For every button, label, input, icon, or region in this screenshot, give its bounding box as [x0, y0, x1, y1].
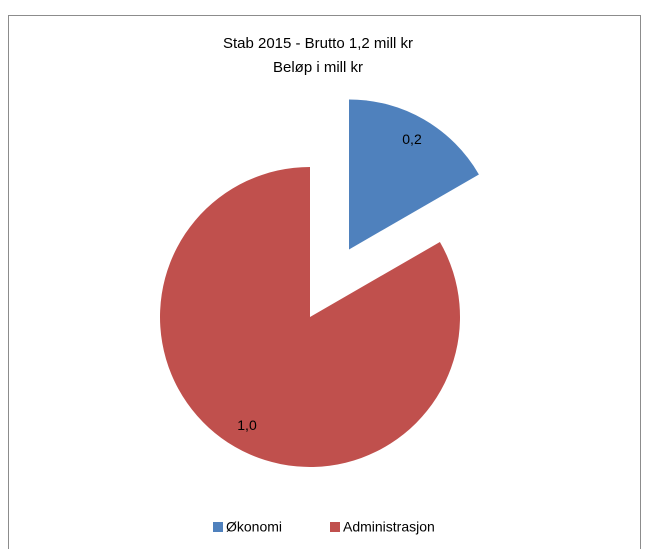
data-label: 0,2: [402, 131, 422, 147]
legend-label: Administrasjon: [343, 519, 435, 535]
legend-swatch: [330, 522, 340, 532]
legend-swatch: [213, 522, 223, 532]
data-label: 1,0: [237, 417, 257, 433]
chart-subtitle: Beløp i mill kr: [273, 59, 363, 76]
pie-slice: [159, 167, 460, 467]
pie-slice: [349, 99, 479, 250]
chart-frame: [8, 15, 641, 549]
chart-title: Stab 2015 - Brutto 1,2 mill kr: [223, 35, 413, 52]
legend-label: Økonomi: [226, 519, 282, 535]
